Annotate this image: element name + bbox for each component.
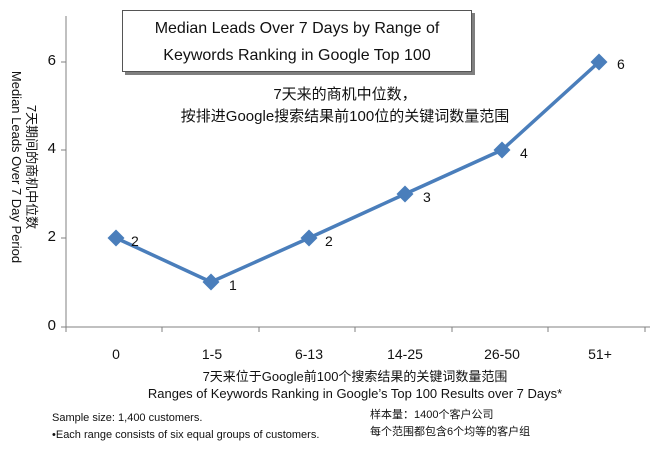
footnote-groups-cn: 每个范围都包含6个均等的客户组 xyxy=(370,426,531,438)
marker-diamond xyxy=(493,141,511,159)
marker-diamond xyxy=(300,229,318,247)
series-line xyxy=(115,60,601,284)
marker-diamond xyxy=(202,273,220,291)
x-tick-label: 1-5 xyxy=(201,346,223,362)
x-tick-label: 6-13 xyxy=(294,346,324,362)
y-tick-2: 2 xyxy=(47,228,56,245)
y-tick-4: 4 xyxy=(47,140,56,157)
data-label: 2 xyxy=(131,233,139,249)
chart-title-line-2: Keywords Ranking in Google Top 100 xyxy=(163,47,431,64)
y-tick-6: 6 xyxy=(47,52,56,69)
x-tick-label: 14-25 xyxy=(387,346,423,362)
marker-diamond xyxy=(590,53,608,71)
chart-title-line-1: Median Leads Over 7 Days by Range of xyxy=(154,20,440,37)
x-tick-label: 26-50 xyxy=(484,346,520,362)
chart-subtitle: 7天来的商机中位数， 按排进Google搜索结果前100位的关键词数量范围 xyxy=(170,84,520,128)
footnote-en: Sample size: 1,400 customers. •Each rang… xyxy=(52,410,319,444)
marker-diamond xyxy=(396,185,414,203)
data-label: 6 xyxy=(617,56,625,72)
y-tick-0: 0 xyxy=(47,317,56,334)
data-label: 2 xyxy=(325,233,333,249)
data-markers xyxy=(107,53,608,291)
chart-subtitle-line-1: 7天来的商机中位数， xyxy=(273,86,417,103)
data-label: 1 xyxy=(229,277,237,293)
data-label: 4 xyxy=(520,145,528,161)
x-ticks xyxy=(65,327,646,332)
x-tick-label: 51+ xyxy=(588,346,612,362)
marker-diamond xyxy=(107,229,125,247)
x-axis-label: 7天来位于Google前100个搜索结果的关键词数量范围 Ranges of K… xyxy=(60,368,650,402)
x-tick-label: 0 xyxy=(112,346,120,362)
footnote-sample-size: Sample size: 1,400 customers. xyxy=(52,412,203,424)
chart-subtitle-line-2: 按排进Google搜索结果前100位的关键词数量范围 xyxy=(180,108,510,125)
footnote-cn: 样本量：1400个客户公司 每个范围都包含6个均等的客户组 xyxy=(370,407,530,441)
y-ticks xyxy=(61,61,66,328)
x-axis-label-en: Ranges of Keywords Ranking in Google’s T… xyxy=(147,386,563,401)
data-label: 3 xyxy=(423,189,431,205)
footnote-groups: •Each range consists of six equal groups… xyxy=(52,429,320,441)
footnote-sample-size-cn: 样本量：1400个客户公司 xyxy=(370,409,494,421)
chart-title-box: Median Leads Over 7 Days by Range of Key… xyxy=(122,10,472,72)
x-axis-label-cn: 7天来位于Google前100个搜索结果的关键词数量范围 xyxy=(202,369,508,384)
